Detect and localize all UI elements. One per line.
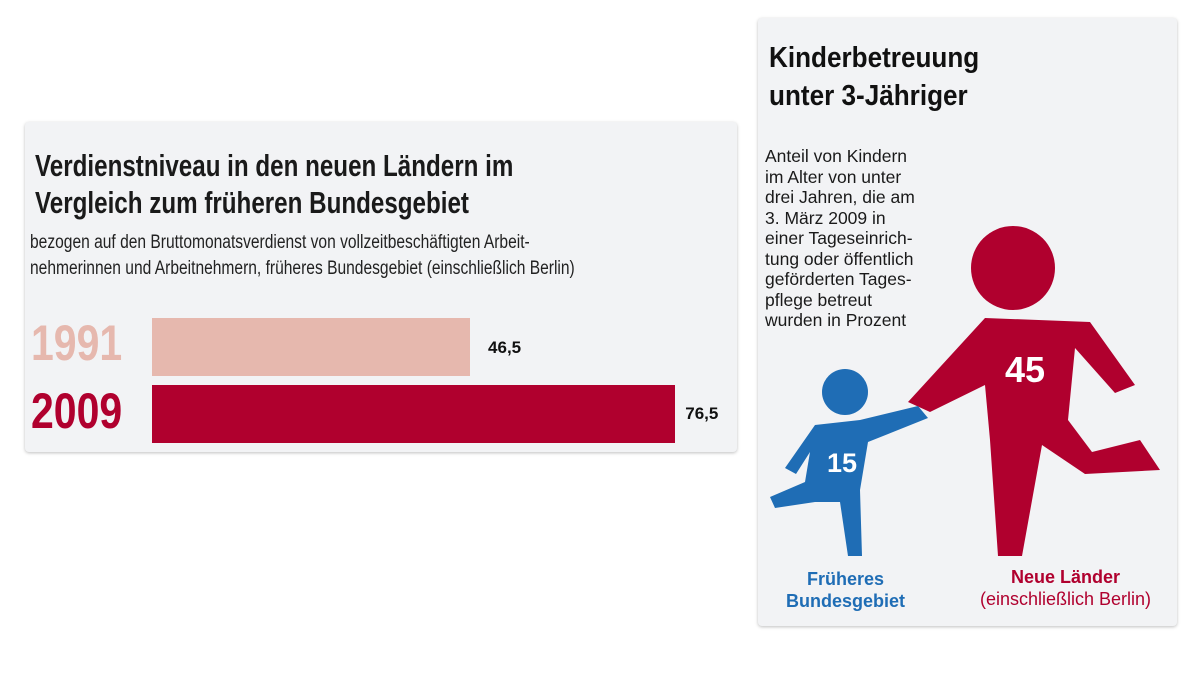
description-line: pflege betreut [765, 289, 873, 310]
earnings-subtitle-line-1: bezogen auf den Bruttomonatsverdienst vo… [30, 232, 530, 253]
description-line: 3. März 2009 in [765, 207, 886, 228]
description-line: Anteil von Kindern [765, 146, 908, 166]
year-label-1991: 1991 [31, 315, 123, 371]
bar-2009 [152, 385, 676, 443]
description-line: drei Jahren, die am [765, 187, 915, 207]
childcare-title-line-2: unter 3-Jähriger [769, 80, 968, 112]
childcare-panel: Kinderbetreuung unter 3-Jähriger Anteil … [758, 18, 1177, 626]
description-line: tung oder öffentlich [765, 248, 914, 269]
west-figure-body [770, 406, 928, 556]
bar-1991 [152, 318, 471, 376]
childcare-description: Anteil von Kindern im Alter von unter dr… [765, 146, 965, 331]
value-label-2009: 76,5 [685, 404, 719, 423]
earnings-title-line-2: Vergleich zum früheren Bundesgebiet [35, 185, 469, 220]
east-child-figure: 45 [908, 226, 1160, 556]
east-label-title: Neue Länder [1011, 567, 1121, 587]
east-label-subtitle: (einschließlich Berlin) [980, 589, 1152, 609]
year-label-2009: 2009 [31, 383, 123, 439]
west-label-line-2: Bundesgebiet [786, 591, 906, 611]
value-label-1991: 46,5 [488, 338, 522, 357]
description-line: geförderten Tages- [765, 269, 912, 289]
west-label-line-1: Früheres [806, 569, 885, 589]
west-value: 15 [827, 448, 857, 478]
west-child-figure: 15 [770, 369, 928, 556]
childcare-title-line-1: Kinderbetreuung [769, 42, 980, 74]
earnings-subtitle-line-2: nehmerinnen und Arbeitnehmern, früheres … [30, 258, 575, 279]
east-label: Neue Länder (einschließlich Berlin) [980, 566, 1151, 610]
east-figure-head [971, 226, 1055, 310]
east-figure-body [908, 318, 1160, 556]
west-figure-head [822, 369, 868, 415]
description-line: wurden in Prozent [765, 310, 907, 330]
description-line: im Alter von unter [765, 166, 902, 187]
description-line: einer Tageseinrich- [765, 228, 913, 248]
pictogram: 45 15 [770, 226, 1160, 556]
west-label: Früheres Bundesgebiet [786, 568, 905, 612]
earnings-title-line-1: Verdienstniveau in den neuen Ländern im [35, 148, 514, 183]
earnings-panel: Verdienstniveau in den neuen Ländern im … [25, 122, 737, 452]
east-value: 45 [1005, 349, 1045, 390]
